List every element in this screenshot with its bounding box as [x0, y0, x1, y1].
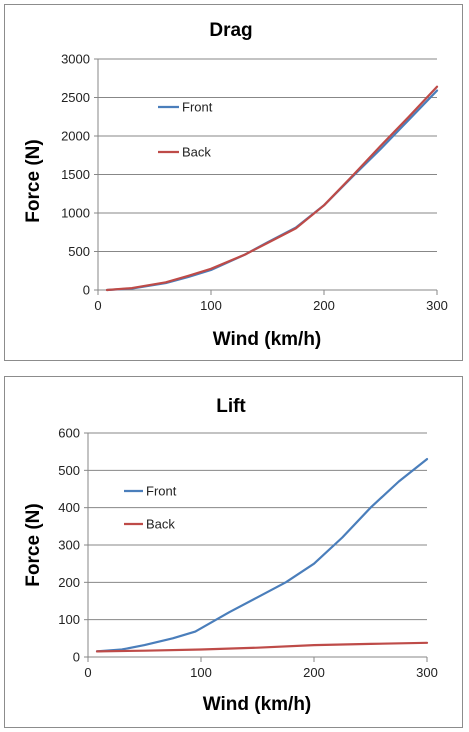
x-tick-label: 100	[200, 298, 222, 313]
drag-chart: 0 500 1000 1500 2000 2500 3000 0 100 200 300 Drag Wi…	[23, 20, 448, 350]
chart-title: Lift	[216, 396, 246, 417]
lift-chart: 0 100 200 300 400 500 600 0 100 200 300 Lift Wind (k…	[23, 396, 438, 715]
y-tick-label: 400	[58, 500, 80, 515]
series-line-front	[105, 89, 439, 292]
y-tick-label: 600	[58, 426, 80, 441]
x-axis-label: Wind (km/h)	[213, 329, 322, 350]
lift-chart-panel: 0 100 200 300 400 500 600 0 100 200 300 Lift Wind (k…	[4, 376, 463, 728]
y-axis-label: Force (N)	[23, 503, 44, 586]
series-line-back	[95, 641, 429, 653]
y-tick-label: 0	[73, 650, 80, 665]
y-tick-label: 1000	[61, 206, 90, 221]
y-tick-label: 300	[58, 538, 80, 553]
legend-label-back: Back	[146, 517, 175, 532]
y-tick-label: 100	[58, 612, 80, 627]
legend-label-front: Front	[146, 484, 177, 499]
drag-chart-panel: 0 500 1000 1500 2000 2500 3000 0 100 200 300 Drag Wi…	[4, 4, 463, 361]
series-line-front	[95, 458, 429, 653]
series-line-back	[105, 85, 439, 292]
y-tick-label: 2500	[61, 90, 90, 105]
x-tick-label: 300	[426, 298, 448, 313]
x-tick-label: 100	[190, 665, 212, 680]
y-tick-label: 0	[83, 283, 90, 298]
legend-label-back: Back	[182, 145, 211, 160]
x-tick-label: 300	[416, 665, 438, 680]
y-tick-label: 1500	[61, 167, 90, 182]
y-tick-label: 2000	[61, 129, 90, 144]
y-tick-label: 500	[58, 463, 80, 478]
y-axis-label: Force (N)	[23, 139, 44, 222]
y-tick-label: 3000	[61, 52, 90, 67]
x-tick-label: 0	[94, 298, 101, 313]
y-tick-label: 200	[58, 575, 80, 590]
x-tick-label: 0	[84, 665, 91, 680]
chart-title: Drag	[209, 20, 252, 41]
legend-label-front: Front	[182, 100, 213, 115]
y-tick-label: 500	[68, 244, 90, 259]
x-axis-label: Wind (km/h)	[203, 694, 312, 715]
x-tick-label: 200	[313, 298, 335, 313]
x-tick-label: 200	[303, 665, 325, 680]
